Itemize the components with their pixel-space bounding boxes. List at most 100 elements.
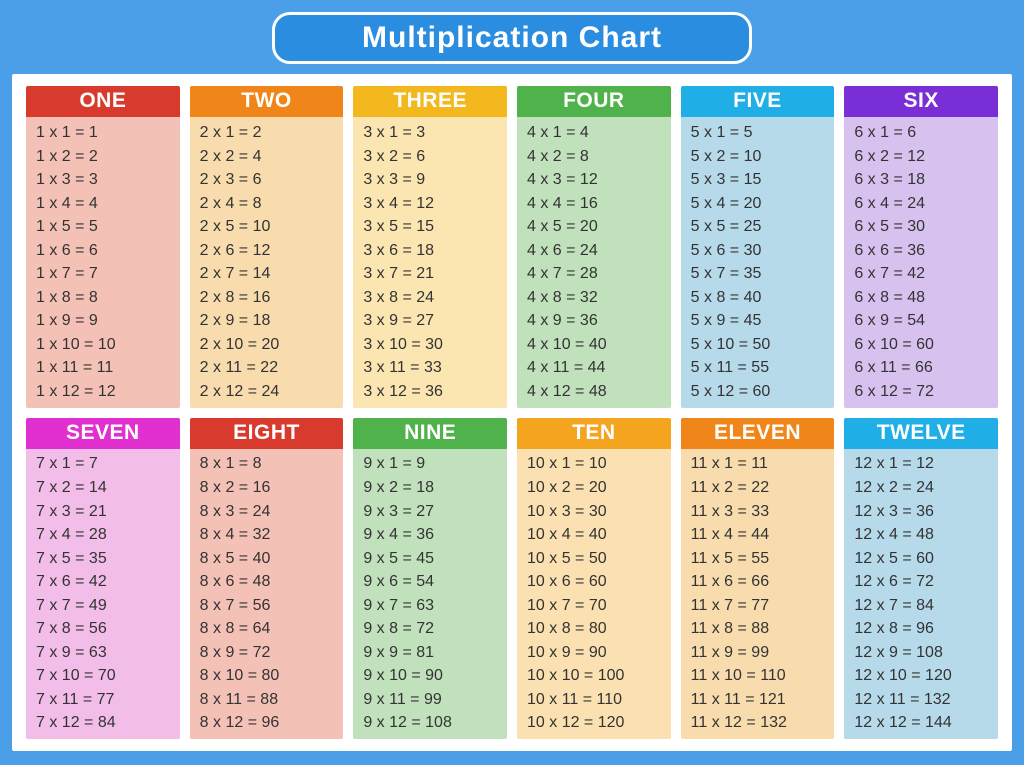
mult-column-10: TEN10 x 1 = 1010 x 2 = 2010 x 3 = 3010 x… — [517, 418, 671, 740]
mult-row: 12 x 7 = 84 — [854, 595, 998, 617]
mult-row: 10 x 6 = 60 — [527, 571, 671, 593]
mult-row: 3 x 1 = 3 — [363, 122, 507, 144]
column-header: ELEVEN — [681, 418, 835, 449]
mult-row: 11 x 11 = 121 — [691, 689, 835, 711]
chart-title-box: Multiplication Chart — [272, 12, 752, 64]
mult-row: 6 x 8 = 48 — [854, 287, 998, 309]
mult-row: 12 x 6 = 72 — [854, 571, 998, 593]
mult-row: 1 x 10 = 10 — [36, 334, 180, 356]
mult-row: 4 x 2 = 8 — [527, 146, 671, 168]
mult-row: 9 x 9 = 81 — [363, 642, 507, 664]
column-body: 3 x 1 = 33 x 2 = 63 x 3 = 93 x 4 = 123 x… — [353, 117, 507, 408]
mult-row: 4 x 1 = 4 — [527, 122, 671, 144]
mult-row: 11 x 8 = 88 — [691, 618, 835, 640]
mult-row: 9 x 6 = 54 — [363, 571, 507, 593]
column-body: 10 x 1 = 1010 x 2 = 2010 x 3 = 3010 x 4 … — [517, 449, 671, 740]
column-header: SIX — [844, 86, 998, 117]
mult-row: 11 x 2 = 22 — [691, 477, 835, 499]
mult-column-8: EIGHT8 x 1 = 88 x 2 = 168 x 3 = 248 x 4 … — [190, 418, 344, 740]
mult-row: 5 x 7 = 35 — [691, 263, 835, 285]
mult-row: 1 x 9 = 9 — [36, 310, 180, 332]
mult-column-2: TWO2 x 1 = 22 x 2 = 42 x 3 = 62 x 4 = 82… — [190, 86, 344, 408]
mult-row: 9 x 12 = 108 — [363, 712, 507, 734]
mult-row: 11 x 10 = 110 — [691, 665, 835, 687]
mult-row: 11 x 1 = 11 — [691, 453, 835, 475]
mult-row: 6 x 3 = 18 — [854, 169, 998, 191]
mult-column-5: FIVE5 x 1 = 55 x 2 = 105 x 3 = 155 x 4 =… — [681, 86, 835, 408]
mult-row: 1 x 5 = 5 — [36, 216, 180, 238]
mult-row: 11 x 6 = 66 — [691, 571, 835, 593]
column-header: FOUR — [517, 86, 671, 117]
mult-row: 9 x 2 = 18 — [363, 477, 507, 499]
mult-row: 1 x 11 = 11 — [36, 357, 180, 379]
mult-row: 3 x 2 = 6 — [363, 146, 507, 168]
mult-row: 8 x 4 = 32 — [200, 524, 344, 546]
mult-row: 2 x 9 = 18 — [200, 310, 344, 332]
column-header: THREE — [353, 86, 507, 117]
mult-row: 10 x 3 = 30 — [527, 501, 671, 523]
mult-row: 4 x 3 = 12 — [527, 169, 671, 191]
mult-row: 5 x 9 = 45 — [691, 310, 835, 332]
column-header: NINE — [353, 418, 507, 449]
mult-row: 10 x 11 = 110 — [527, 689, 671, 711]
mult-row: 10 x 2 = 20 — [527, 477, 671, 499]
mult-row: 10 x 1 = 10 — [527, 453, 671, 475]
mult-row: 11 x 12 = 132 — [691, 712, 835, 734]
mult-row: 9 x 7 = 63 — [363, 595, 507, 617]
mult-row: 1 x 2 = 2 — [36, 146, 180, 168]
chart-title: Multiplication Chart — [362, 21, 662, 54]
mult-row: 3 x 10 = 30 — [363, 334, 507, 356]
mult-row: 1 x 7 = 7 — [36, 263, 180, 285]
mult-row: 3 x 12 = 36 — [363, 381, 507, 403]
mult-row: 8 x 6 = 48 — [200, 571, 344, 593]
mult-row: 11 x 3 = 33 — [691, 501, 835, 523]
mult-row: 2 x 2 = 4 — [200, 146, 344, 168]
mult-row: 8 x 8 = 64 — [200, 618, 344, 640]
mult-row: 9 x 1 = 9 — [363, 453, 507, 475]
mult-row: 11 x 9 = 99 — [691, 642, 835, 664]
column-body: 4 x 1 = 44 x 2 = 84 x 3 = 124 x 4 = 164 … — [517, 117, 671, 408]
column-body: 2 x 1 = 22 x 2 = 42 x 3 = 62 x 4 = 82 x … — [190, 117, 344, 408]
mult-row: 4 x 10 = 40 — [527, 334, 671, 356]
mult-row: 7 x 12 = 84 — [36, 712, 180, 734]
mult-row: 7 x 10 = 70 — [36, 665, 180, 687]
mult-row: 4 x 7 = 28 — [527, 263, 671, 285]
mult-row: 7 x 1 = 7 — [36, 453, 180, 475]
mult-column-12: TWELVE12 x 1 = 1212 x 2 = 2412 x 3 = 361… — [844, 418, 998, 740]
column-header: TWELVE — [844, 418, 998, 449]
mult-row: 2 x 11 = 22 — [200, 357, 344, 379]
mult-row: 2 x 5 = 10 — [200, 216, 344, 238]
mult-row: 5 x 5 = 25 — [691, 216, 835, 238]
mult-row: 3 x 3 = 9 — [363, 169, 507, 191]
mult-column-6: SIX6 x 1 = 66 x 2 = 126 x 3 = 186 x 4 = … — [844, 86, 998, 408]
column-body: 8 x 1 = 88 x 2 = 168 x 3 = 248 x 4 = 328… — [190, 449, 344, 740]
column-body: 7 x 1 = 77 x 2 = 147 x 3 = 217 x 4 = 287… — [26, 449, 180, 740]
mult-row: 12 x 10 = 120 — [854, 665, 998, 687]
mult-row: 6 x 7 = 42 — [854, 263, 998, 285]
mult-row: 9 x 8 = 72 — [363, 618, 507, 640]
mult-row: 8 x 7 = 56 — [200, 595, 344, 617]
mult-row: 2 x 6 = 12 — [200, 240, 344, 262]
mult-row: 7 x 9 = 63 — [36, 642, 180, 664]
mult-row: 12 x 11 = 132 — [854, 689, 998, 711]
mult-row: 1 x 3 = 3 — [36, 169, 180, 191]
mult-row: 3 x 6 = 18 — [363, 240, 507, 262]
mult-row: 11 x 7 = 77 — [691, 595, 835, 617]
mult-row: 2 x 8 = 16 — [200, 287, 344, 309]
mult-column-1: ONE1 x 1 = 11 x 2 = 21 x 3 = 31 x 4 = 41… — [26, 86, 180, 408]
column-header: TEN — [517, 418, 671, 449]
mult-row: 6 x 2 = 12 — [854, 146, 998, 168]
mult-row: 8 x 11 = 88 — [200, 689, 344, 711]
mult-row: 12 x 9 = 108 — [854, 642, 998, 664]
mult-row: 5 x 3 = 15 — [691, 169, 835, 191]
mult-row: 3 x 5 = 15 — [363, 216, 507, 238]
mult-row: 10 x 9 = 90 — [527, 642, 671, 664]
mult-row: 11 x 5 = 55 — [691, 548, 835, 570]
mult-row: 6 x 10 = 60 — [854, 334, 998, 356]
mult-column-7: SEVEN7 x 1 = 77 x 2 = 147 x 3 = 217 x 4 … — [26, 418, 180, 740]
mult-row: 1 x 6 = 6 — [36, 240, 180, 262]
mult-row: 7 x 6 = 42 — [36, 571, 180, 593]
column-body: 9 x 1 = 99 x 2 = 189 x 3 = 279 x 4 = 369… — [353, 449, 507, 740]
mult-row: 8 x 3 = 24 — [200, 501, 344, 523]
mult-row: 5 x 12 = 60 — [691, 381, 835, 403]
